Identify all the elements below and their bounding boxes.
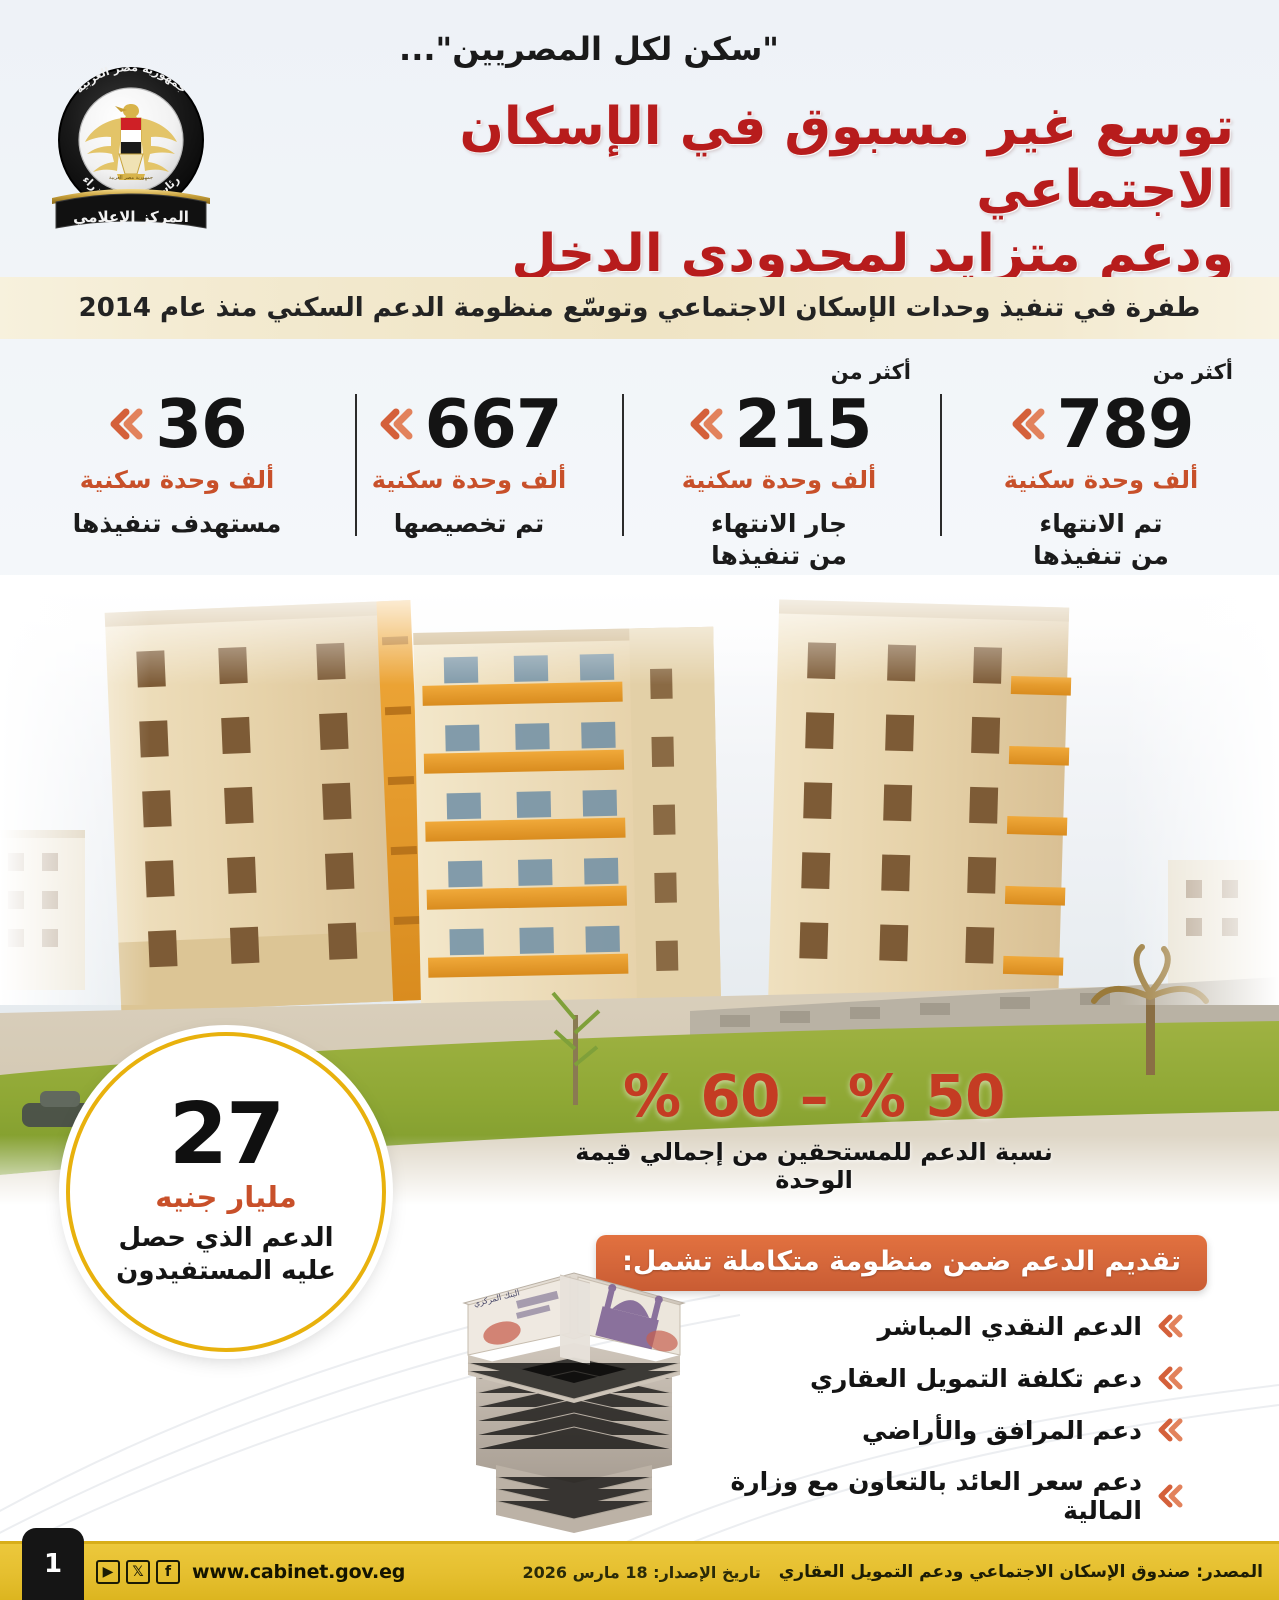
stat-unit: ألف وحدة سكنية (681, 466, 877, 494)
footer-top-line (0, 1541, 1279, 1544)
double-chevron-left-icon (1156, 1415, 1184, 1445)
x-twitter-icon[interactable]: 𝕏 (126, 1560, 150, 1584)
stat-value-row: 667 (319, 386, 619, 462)
svg-text:جمهورية مصر العربية: جمهورية مصر العربية (109, 175, 153, 181)
stat-unit: ألف وحدة سكنية (371, 466, 567, 494)
stat-value-row: 789 (951, 386, 1251, 462)
double-chevron-left-icon (1156, 1363, 1184, 1393)
stat-divider (940, 394, 942, 536)
support-percentage-range: 50 % – 60 % (623, 1062, 1005, 1130)
stat-unit: ألف وحدة سكنية (79, 466, 275, 494)
subtitle-band: طفرة في تنفيذ وحدات الإسكان الاجتماعي وت… (0, 277, 1279, 339)
stat-more-label (27, 360, 327, 386)
stat-divider (622, 394, 624, 536)
support-system-pill-label: تقديم الدعم ضمن منظومة متكاملة تشمل: (596, 1235, 1207, 1291)
stat-card-in-progress: أكثر من 215 ألف وحدة سكنية جار الانتهاء … (629, 360, 929, 572)
support-percentage-block: 50 % – 60 % نسبة الدعم للمستحقين من إجما… (534, 1062, 1094, 1194)
double-chevron-left-icon (107, 404, 145, 444)
subtitle-text: طفرة في تنفيذ وحدات الإسكان الاجتماعي وت… (78, 293, 1201, 323)
facebook-icon[interactable]: f (156, 1560, 180, 1584)
list-item: دعم المرافق والأراضي (704, 1415, 1184, 1445)
stat-description: تم تخصيصها (319, 508, 619, 540)
double-chevron-left-icon (687, 404, 725, 444)
support-percentage-caption: نسبة الدعم للمستحقين من إجمالي قيمة الوح… (575, 1138, 1053, 1194)
list-item-label: دعم سعر العائد بالتعاون مع وزارة المالية (730, 1467, 1142, 1525)
support-components-list: الدعم النقدي المباشر دعم تكلفة التمويل ا… (704, 1311, 1184, 1547)
stat-divider (355, 394, 357, 536)
svg-text:المركز الإعلامي: المركز الإعلامي (73, 208, 189, 226)
stat-description-line1: تم الانتهاء (1039, 509, 1163, 538)
social-housing-apartment-blocks-photo (0, 575, 1279, 1205)
stat-description-line1: مستهدف تنفيذها (72, 509, 282, 538)
badge-description: الدعم الذي حصل عليه المستفيدون (116, 1222, 336, 1290)
stat-card-completed: أكثر من 789 ألف وحدة سكنية تم الانتهاء م… (951, 360, 1251, 572)
title-line-1: توسع غير مسبوق في الإسكان الاجتماعي (459, 97, 1234, 221)
stat-more-label (319, 360, 619, 386)
stat-value: 215 (734, 384, 873, 463)
social-links: f 𝕏 ▶ (96, 1560, 180, 1584)
stat-description-line1: تم تخصيصها (393, 509, 545, 538)
egypt-cabinet-media-center-emblem: جمهورية مصر العربية جمهورية مصر العربية … (38, 48, 224, 238)
footer-website-url[interactable]: www.cabinet.gov.eg (192, 1561, 406, 1583)
stat-value-row: 215 (629, 386, 929, 462)
badge-value: 27 (168, 1084, 285, 1184)
header-kicker: "سكن لكل المصريين"... (399, 30, 779, 68)
double-chevron-left-icon (1156, 1481, 1184, 1511)
badge-description-line2: عليه المستفيدون (116, 1256, 336, 1287)
stat-card-allocated: 667 ألف وحدة سكنية تم تخصيصها (319, 360, 619, 540)
youtube-icon[interactable]: ▶ (96, 1560, 120, 1584)
stat-value-row: 36 (27, 386, 327, 462)
list-item-label: دعم تكلفة التمويل العقاري (810, 1363, 1142, 1393)
page-title: توسع غير مسبوق في الإسكان الاجتماعي ودعم… (274, 96, 1234, 286)
stat-more-label: أكثر من (830, 360, 911, 384)
footer-source: المصدر: صندوق الإسكان الاجتماعي ودعم الت… (778, 1562, 1263, 1582)
stat-description-line1: جار الانتهاء (711, 509, 847, 538)
title-line-2: ودعم متزايد لمحدودي الدخل (511, 223, 1234, 284)
stat-description: جار الانتهاء من تنفيذها (629, 508, 929, 572)
badge-description-line1: الدعم الذي حصل (118, 1222, 334, 1253)
stat-unit: ألف وحدة سكنية (1003, 466, 1199, 494)
double-chevron-left-icon (1156, 1311, 1184, 1341)
stats-row: أكثر من 789 ألف وحدة سكنية تم الانتهاء م… (0, 360, 1279, 600)
page-number-tab: 1 (22, 1528, 84, 1600)
list-item: دعم تكلفة التمويل العقاري (704, 1363, 1184, 1393)
double-chevron-left-icon (377, 404, 415, 444)
egyptian-pound-banknote-stacks: البنك المركزي (424, 1215, 724, 1535)
stat-value: 667 (424, 384, 563, 463)
stat-card-targeted: 36 ألف وحدة سكنية مستهدف تنفيذها (27, 360, 327, 540)
footer-links-group: www.cabinet.gov.eg f 𝕏 ▶ (96, 1544, 405, 1600)
stat-value: 36 (155, 384, 247, 463)
stat-description-line2: من تنفيذها (711, 541, 847, 570)
list-item-label: دعم المرافق والأراضي (862, 1415, 1142, 1445)
footer: المصدر: صندوق الإسكان الاجتماعي ودعم الت… (0, 1528, 1279, 1600)
list-item: دعم سعر العائد بالتعاون مع وزارة المالية (704, 1467, 1184, 1525)
stat-description: تم الانتهاء من تنفيذها (951, 508, 1251, 572)
total-support-badge: 27 مليار جنيه الدعم الذي حصل عليه المستف… (66, 1032, 386, 1352)
support-system-section: تقديم الدعم ضمن منظومة متكاملة تشمل: الد… (0, 1205, 1279, 1545)
stat-description: مستهدف تنفيذها (27, 508, 327, 540)
list-item: الدعم النقدي المباشر (704, 1311, 1184, 1341)
header: "سكن لكل المصريين"... توسع غير مسبوق في … (0, 0, 1279, 284)
stat-description-line2: من تنفيذها (1033, 541, 1169, 570)
double-chevron-left-icon (1009, 404, 1047, 444)
badge-unit: مليار جنيه (155, 1179, 297, 1214)
footer-source-group: المصدر: صندوق الإسكان الاجتماعي ودعم الت… (522, 1544, 1263, 1600)
stat-value: 789 (1056, 384, 1195, 463)
footer-date: تاريخ الإصدار: 18 مارس 2026 (522, 1562, 761, 1582)
stat-more-label: أكثر من (1152, 360, 1233, 384)
list-item-label: الدعم النقدي المباشر (877, 1311, 1143, 1341)
